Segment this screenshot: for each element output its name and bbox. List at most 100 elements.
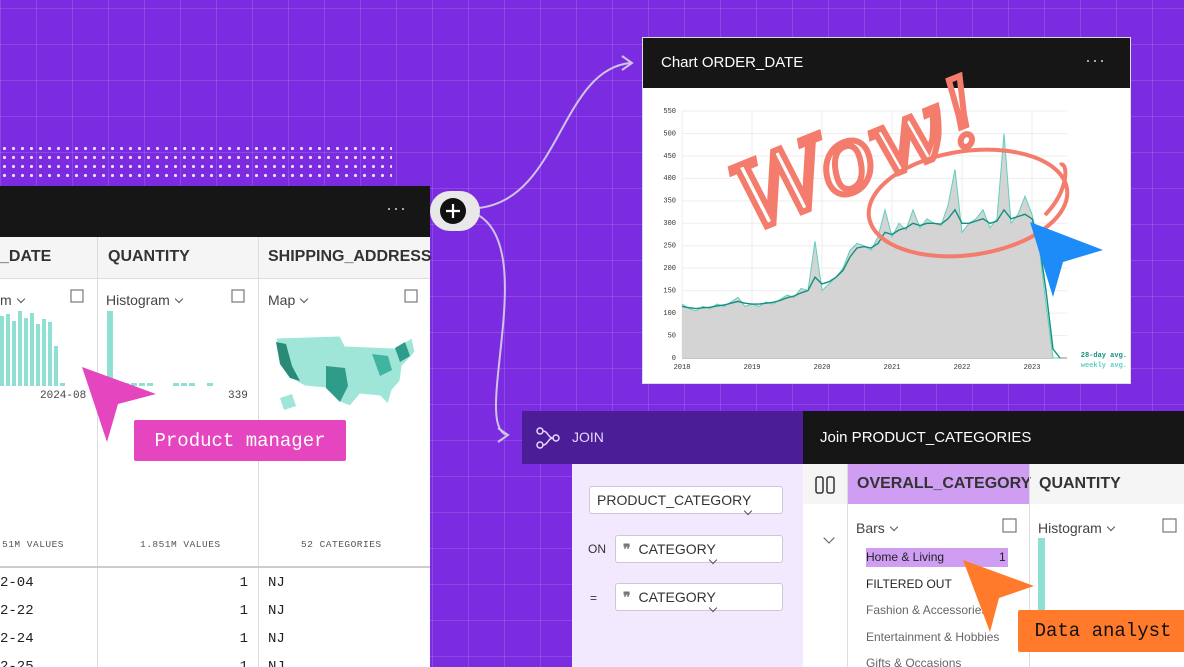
chart-icon[interactable] bbox=[1002, 518, 1017, 533]
chart-icons[interactable] bbox=[70, 289, 418, 303]
cell: NJ bbox=[268, 659, 285, 667]
summary-type-text: m bbox=[0, 292, 12, 308]
result-graphics bbox=[1002, 518, 1177, 613]
plus-icon bbox=[446, 204, 460, 218]
x-tick-label: 2023 bbox=[1024, 364, 1041, 372]
y-tick-label: 400 bbox=[663, 175, 676, 183]
cell: 1 bbox=[239, 603, 248, 619]
join-title: JOIN bbox=[572, 429, 604, 445]
result-title: Join PRODUCT_CATEGORIES bbox=[820, 429, 1032, 446]
connector bbox=[477, 214, 509, 436]
column-footer: 52 CATEGORIES bbox=[301, 539, 382, 550]
cell: NJ bbox=[268, 575, 285, 591]
divider bbox=[0, 278, 430, 279]
join-header: JOIN bbox=[522, 411, 803, 464]
quote-icon: ❞ bbox=[623, 588, 631, 605]
divider bbox=[847, 464, 848, 667]
summary-type[interactable]: Histogram bbox=[1038, 520, 1116, 536]
join-icon bbox=[536, 427, 560, 449]
columns-icon[interactable] bbox=[815, 476, 835, 494]
chart-icon[interactable] bbox=[1162, 518, 1177, 533]
column-header[interactable]: _DATE bbox=[0, 248, 52, 265]
y-tick-label: 0 bbox=[672, 355, 676, 363]
operator: = bbox=[590, 591, 598, 605]
x-tick-label: 2020 bbox=[814, 364, 831, 372]
highlight-row[interactable] bbox=[866, 548, 1008, 567]
chart-title: Chart ORDER_DATE bbox=[661, 54, 804, 71]
cell: NJ bbox=[268, 603, 285, 619]
dropdown-text: CATEGORY bbox=[638, 589, 716, 605]
column-header-selected bbox=[847, 464, 1029, 504]
cell: 2-04 bbox=[0, 575, 34, 591]
y-tick-label: 350 bbox=[663, 198, 676, 206]
summary-type[interactable]: Histogram bbox=[106, 292, 184, 308]
summary-type-text: Histogram bbox=[106, 292, 170, 308]
y-tick-label: 450 bbox=[663, 153, 676, 161]
cell: 2-25 bbox=[0, 659, 34, 667]
user-label: Data analyst bbox=[1018, 610, 1184, 652]
add-button[interactable] bbox=[430, 189, 480, 233]
category-count: 1 bbox=[999, 550, 1006, 564]
column-footer: 1.851M VALUES bbox=[140, 539, 221, 550]
category-item[interactable]: FILTERED OUT bbox=[866, 576, 952, 591]
divider bbox=[97, 237, 98, 667]
menu-icon[interactable]: ··· bbox=[1085, 50, 1106, 70]
cell: 1 bbox=[239, 659, 248, 667]
cell: 1 bbox=[239, 631, 248, 647]
y-tick-label: 300 bbox=[663, 220, 676, 228]
summary-type[interactable]: Bars bbox=[856, 520, 899, 536]
column-header[interactable]: SHIPPING_ADDRESS bbox=[268, 248, 432, 265]
category-item[interactable]: Entertainment & Hobbies bbox=[866, 629, 1000, 644]
histogram-bar bbox=[1038, 538, 1045, 613]
x-tick-label: 2022 bbox=[954, 364, 971, 372]
summary-type[interactable]: Map bbox=[268, 292, 309, 308]
summary-type-text: Histogram bbox=[1038, 520, 1102, 536]
summary-type[interactable]: m bbox=[0, 292, 25, 308]
highlight-circle bbox=[866, 147, 1070, 259]
category-item[interactable]: Gifts & Occasions bbox=[866, 656, 962, 667]
line bbox=[681, 208, 1061, 359]
y-tick-label: 550 bbox=[663, 108, 676, 116]
dropdown[interactable]: ❞ CATEGORY bbox=[615, 583, 783, 613]
pink-cursor bbox=[82, 367, 156, 442]
category-item[interactable]: Fashion & Accessories bbox=[866, 603, 988, 617]
orange-cursor bbox=[963, 560, 1034, 632]
cell: NJ bbox=[268, 631, 285, 647]
line bbox=[681, 133, 1060, 359]
column-header[interactable]: QUANTITY bbox=[1039, 475, 1121, 492]
divider bbox=[0, 566, 430, 568]
y-tick-label: 150 bbox=[663, 287, 676, 295]
x-tick-label: 2019 bbox=[744, 364, 761, 372]
dropdown[interactable]: PRODUCT_CATEGORY bbox=[589, 486, 783, 516]
arrowhead bbox=[497, 427, 510, 443]
us-map bbox=[275, 335, 416, 410]
summary-type-text: Bars bbox=[856, 520, 885, 536]
result-header-bar: Join PRODUCT_CATEGORIES bbox=[803, 411, 1184, 464]
user-label: Product manager bbox=[134, 420, 346, 461]
menu-icon[interactable]: ··· bbox=[386, 198, 407, 218]
summary-graphics bbox=[0, 289, 418, 410]
legend-label: weekly avg. bbox=[1081, 362, 1127, 370]
legend-label: 28-day avg. bbox=[1081, 352, 1127, 360]
x-tick-label: 2018 bbox=[674, 364, 691, 372]
quote-icon: ❞ bbox=[623, 540, 631, 557]
column-header[interactable]: QUANTITY bbox=[108, 248, 190, 265]
connector bbox=[477, 62, 631, 209]
x-tick-label: 2021 bbox=[884, 364, 901, 372]
y-tick-label: 200 bbox=[663, 265, 676, 273]
cell: 2-22 bbox=[0, 603, 34, 619]
cell: 1 bbox=[239, 575, 248, 591]
dropdown[interactable]: ❞ CATEGORY bbox=[615, 535, 783, 565]
operator: ON bbox=[588, 542, 606, 556]
dropdown-text: PRODUCT_CATEGORY bbox=[597, 492, 752, 508]
y-tick-label: 100 bbox=[663, 310, 676, 318]
blue-cursor bbox=[1030, 222, 1103, 297]
column-header[interactable]: OVERALL_CATEGORY bbox=[857, 475, 1032, 492]
category-item[interactable]: Home & Living bbox=[866, 550, 945, 564]
column-header-row bbox=[0, 237, 430, 278]
chart-header-bar: Chart ORDER_DATE ··· bbox=[643, 38, 1130, 88]
y-tick-label: 250 bbox=[663, 243, 676, 251]
table-header-bar: ··· bbox=[0, 186, 430, 237]
